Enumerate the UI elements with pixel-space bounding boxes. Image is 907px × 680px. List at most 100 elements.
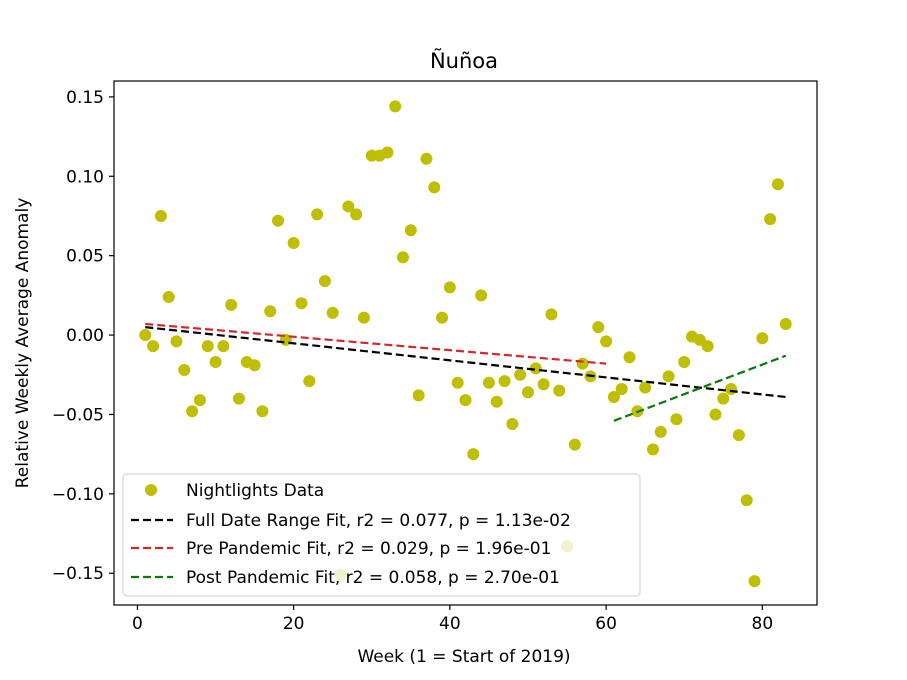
data-point: [506, 417, 519, 430]
x-tick-label: 20: [283, 614, 305, 634]
data-point: [600, 335, 613, 348]
data-point: [717, 392, 730, 405]
data-point: [568, 438, 581, 451]
data-point: [639, 381, 652, 394]
data-point: [521, 386, 534, 399]
data-point: [428, 181, 441, 194]
legend-box: [122, 473, 641, 597]
data-point: [248, 359, 261, 372]
y-tick-label: 0.15: [66, 88, 104, 108]
data-point: [537, 378, 550, 391]
data-point: [225, 298, 238, 311]
y-tick-label: −0.05: [52, 405, 104, 425]
post-pandemic-fit-line: [613, 354, 787, 422]
x-tick-label: 60: [595, 614, 617, 634]
data-point: [748, 575, 761, 588]
data-point: [654, 425, 667, 438]
pre-pandemic-fit-line: [145, 322, 607, 365]
y-tick-label: −0.15: [52, 564, 104, 584]
data-point: [287, 236, 300, 249]
legend-entry-label: Post Pandemic Fit, r2 = 0.058, p = 2.70e…: [186, 568, 560, 588]
data-point: [709, 408, 722, 421]
data-point: [326, 306, 339, 319]
data-point: [576, 357, 589, 370]
y-tick-label: 0.10: [66, 167, 104, 187]
data-point: [670, 413, 683, 426]
data-point: [498, 375, 511, 388]
data-point: [201, 340, 214, 353]
data-point: [475, 289, 488, 302]
data-point: [740, 494, 753, 507]
data-point: [389, 100, 402, 113]
data-point: [178, 363, 191, 376]
legend-marker-scatter: [145, 484, 157, 496]
data-point: [162, 290, 175, 303]
data-point: [662, 370, 675, 383]
data-point: [232, 392, 245, 405]
data-point: [154, 209, 167, 222]
axes: 0 20 40 60 80 0.15 0.10 0.05 0.00 −0.05 −0.10 −0.15: [52, 80, 818, 634]
data-point: [264, 305, 277, 318]
data-point: [350, 208, 363, 221]
data-point: [443, 281, 456, 294]
data-point: [615, 383, 628, 396]
x-tick-label: 80: [752, 614, 774, 634]
data-point: [139, 329, 152, 342]
data-point: [467, 448, 480, 461]
data-point: [209, 356, 222, 369]
data-point: [732, 429, 745, 442]
data-point: [490, 395, 503, 408]
data-marks: [139, 100, 792, 588]
data-point: [295, 297, 308, 310]
data-point: [771, 178, 784, 191]
data-point: [303, 375, 316, 388]
data-point: [701, 340, 714, 353]
data-point: [623, 351, 636, 364]
data-point: [725, 383, 738, 396]
data-point: [459, 394, 472, 407]
legend-entry-label: Pre Pandemic Fit, r2 = 0.029, p = 1.96e-…: [186, 539, 551, 559]
y-tick-label: 0.05: [66, 247, 104, 267]
data-point: [217, 340, 230, 353]
data-point: [170, 335, 183, 348]
y-axis-label: Relative Weekly Average Anomaly: [13, 198, 33, 489]
data-point: [756, 332, 769, 345]
data-point: [272, 214, 285, 227]
data-point: [779, 317, 792, 330]
data-point: [147, 340, 160, 353]
legend: Nightlights Data Full Date Range Fit, r2 …: [122, 473, 641, 597]
data-point: [553, 384, 566, 397]
data-point: [318, 275, 331, 288]
legend-entry-label: Nightlights Data: [186, 481, 324, 501]
plot-frame: [113, 80, 818, 606]
data-point: [381, 146, 394, 159]
data-point: [646, 443, 659, 456]
data-point: [397, 251, 410, 264]
data-point: [193, 394, 206, 407]
data-point: [420, 152, 433, 165]
data-point: [607, 390, 620, 403]
data-point: [186, 405, 199, 418]
data-point: [451, 376, 464, 389]
x-tick-label: 40: [439, 614, 461, 634]
chart-title: Ñuñoa: [430, 47, 498, 73]
legend-entry-label: Full Date Range Fit, r2 = 0.077, p = 1.1…: [186, 511, 571, 531]
data-point: [256, 405, 269, 418]
data-point: [678, 356, 691, 369]
data-point: [482, 376, 495, 389]
data-point: [311, 208, 324, 221]
data-point: [342, 200, 355, 213]
data-point: [412, 389, 425, 402]
data-point: [404, 224, 417, 237]
x-tick-label: 0: [132, 614, 143, 634]
y-tick-label: 0.00: [66, 326, 104, 346]
data-point: [592, 321, 605, 334]
data-point: [545, 308, 558, 321]
x-axis-label: Week (1 = Start of 2019): [357, 647, 570, 667]
data-point: [436, 311, 449, 324]
data-point: [514, 368, 527, 381]
y-tick-label: −0.10: [52, 485, 104, 505]
data-point: [764, 213, 777, 226]
data-point: [529, 362, 542, 375]
